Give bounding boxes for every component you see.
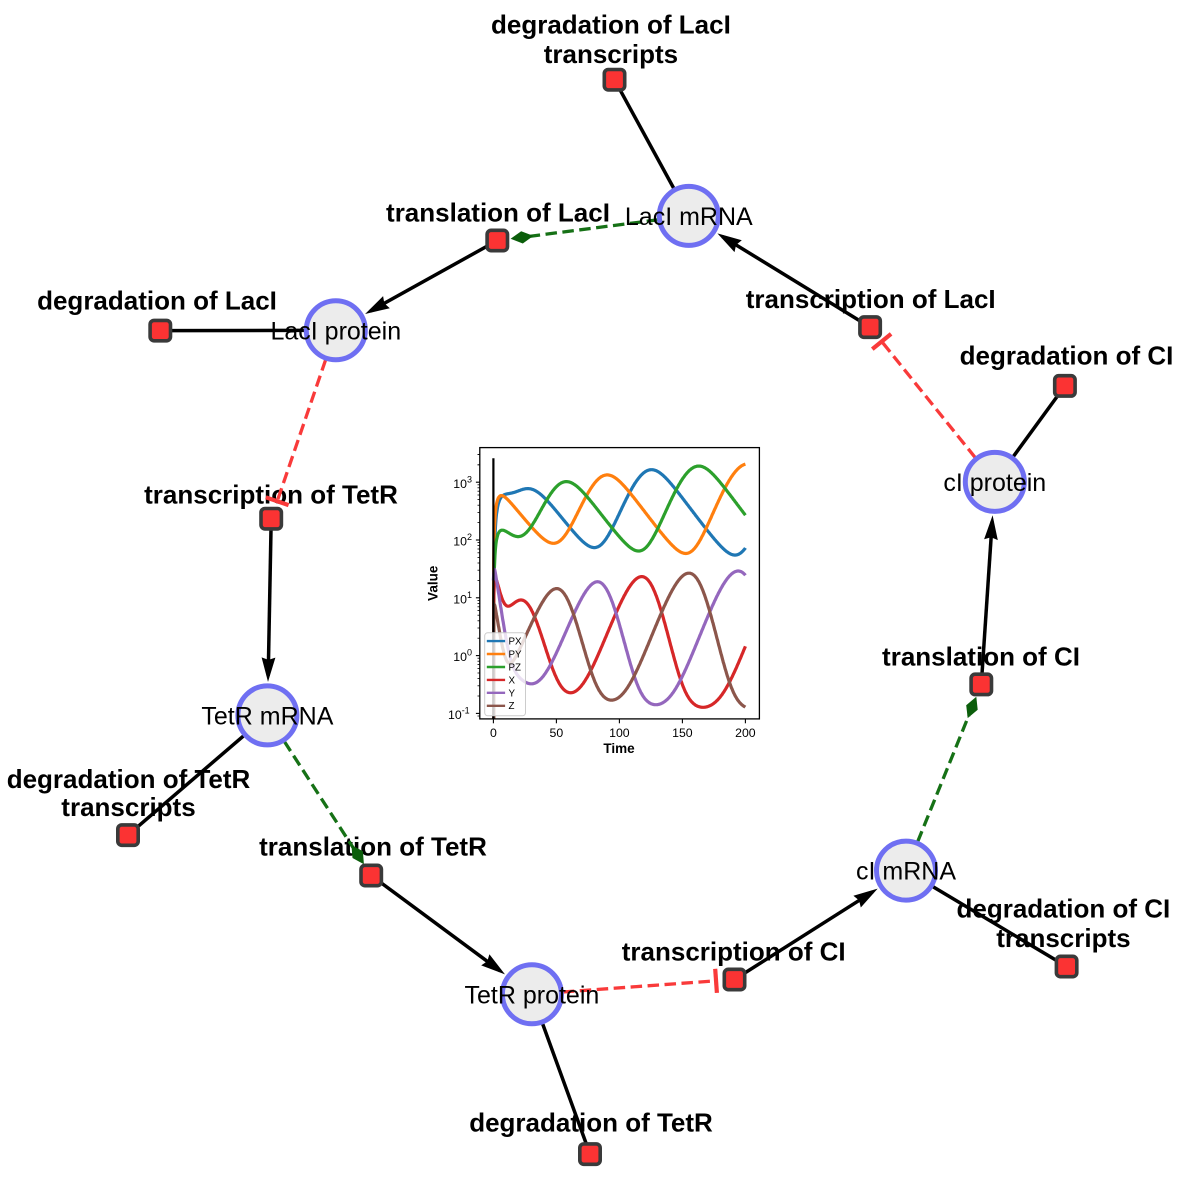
svg-text:PZ: PZ (509, 663, 522, 674)
svg-text:Y: Y (509, 688, 516, 699)
svg-text:TetR protein: TetR protein (465, 981, 600, 1009)
svg-text:0: 0 (490, 726, 497, 740)
svg-text:transcripts: transcripts (544, 39, 678, 69)
svg-text:Z: Z (509, 701, 515, 712)
svg-text:LacI mRNA: LacI mRNA (625, 203, 753, 231)
svg-text:X: X (509, 675, 516, 686)
svg-text:cI protein: cI protein (943, 469, 1046, 497)
svg-text:PY: PY (509, 650, 523, 661)
svg-text:degradation of LacI: degradation of LacI (37, 286, 277, 316)
svg-text:50: 50 (550, 726, 564, 740)
svg-text:Value: Value (426, 565, 441, 601)
svg-text:degradation of CI: degradation of CI (960, 341, 1174, 371)
svg-text:degradation of CI: degradation of CI (957, 893, 1171, 923)
svg-text:degradation of TetR: degradation of TetR (7, 764, 251, 794)
svg-text:translation of LacI: translation of LacI (386, 198, 610, 228)
svg-text:Time: Time (603, 741, 635, 756)
svg-text:transcription of LacI: transcription of LacI (746, 284, 996, 314)
svg-text:LacI protein: LacI protein (270, 317, 401, 345)
svg-text:TetR mRNA: TetR mRNA (201, 702, 333, 730)
svg-text:transcription of TetR: transcription of TetR (144, 479, 398, 509)
svg-text:degradation of LacI: degradation of LacI (491, 10, 731, 40)
svg-text:cI mRNA: cI mRNA (856, 858, 956, 886)
svg-text:degradation of TetR: degradation of TetR (469, 1108, 713, 1138)
svg-text:translation of TetR: translation of TetR (259, 831, 487, 861)
svg-text:200: 200 (735, 726, 756, 740)
svg-text:PX: PX (509, 637, 523, 648)
svg-text:100: 100 (609, 726, 630, 740)
svg-text:transcription of CI: transcription of CI (622, 936, 846, 966)
svg-text:150: 150 (672, 726, 693, 740)
